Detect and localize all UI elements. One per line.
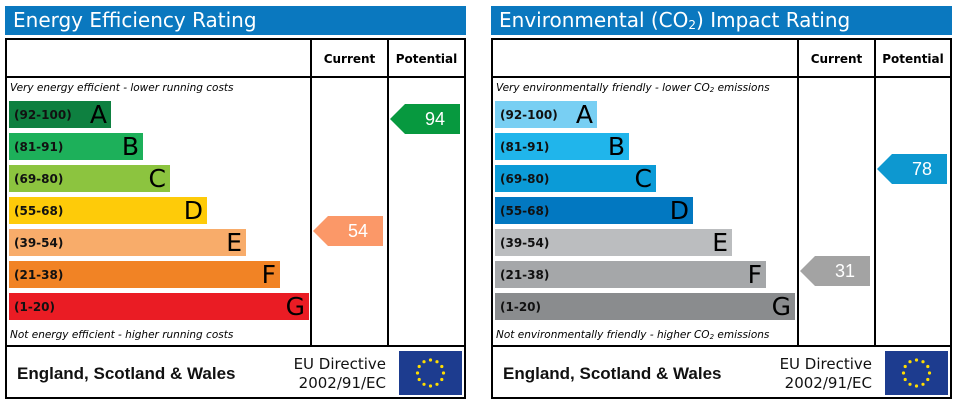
top-note: Very energy efficient - lower running co… xyxy=(10,82,234,94)
eu-directive: EU Directive 2002/91/EC xyxy=(294,355,386,393)
directive-line2: 2002/91/EC xyxy=(298,374,386,392)
arrow-shape-icon xyxy=(800,256,870,286)
arrow-shape-icon xyxy=(313,216,383,246)
band-range: (39-54) xyxy=(500,236,550,250)
band-c: (69-80) C xyxy=(495,164,656,193)
footer-divider xyxy=(7,345,464,347)
energy-efficiency-panel: Energy Efficiency Rating Current Potenti… xyxy=(5,6,466,399)
potential-rating-value: 78 xyxy=(911,159,933,179)
band-letter: A xyxy=(89,100,107,129)
potential-column-header: Potential xyxy=(882,52,944,66)
environmental-impact-panel: Environmental (CO2) Impact Rating Curren… xyxy=(491,6,952,399)
directive-line2: 2002/91/EC xyxy=(784,374,872,392)
current-rating-arrow: 54 xyxy=(313,216,383,246)
potential-rating-value: 94 xyxy=(424,109,446,129)
environment-title: Environmental (CO2) Impact Rating xyxy=(491,6,952,35)
band-a: (92-100) A xyxy=(495,100,597,129)
band-letter: B xyxy=(121,132,139,161)
current-rating-arrow: 31 xyxy=(800,256,870,286)
band-d: (55-68) D xyxy=(495,196,693,225)
band-b: (81-91) B xyxy=(9,132,143,161)
band-g: (1-20) G xyxy=(495,292,795,321)
header-divider xyxy=(493,76,950,78)
band-g: (1-20) G xyxy=(9,292,309,321)
band-e: (39-54) E xyxy=(9,228,246,257)
header-divider xyxy=(7,76,464,78)
arrow-shape-icon xyxy=(390,104,460,134)
band-range: (69-80) xyxy=(500,172,550,186)
current-rating-value: 54 xyxy=(347,221,369,241)
eu-directive: EU Directive 2002/91/EC xyxy=(780,355,872,393)
eu-flag-icon xyxy=(885,351,948,395)
band-range: (39-54) xyxy=(14,236,64,250)
bottom-note: Not environmentally friendly - higher CO… xyxy=(496,329,770,341)
directive-line1: EU Directive xyxy=(293,355,386,373)
band-letter: B xyxy=(607,132,625,161)
eu-flag-icon xyxy=(399,351,462,395)
column-divider xyxy=(310,40,312,345)
band-range: (21-38) xyxy=(500,268,550,282)
band-range: (55-68) xyxy=(500,204,550,218)
energy-title: Energy Efficiency Rating xyxy=(5,6,466,35)
column-divider xyxy=(874,40,876,345)
band-letter: C xyxy=(634,164,652,193)
band-range: (1-20) xyxy=(500,300,541,314)
band-a: (92-100) A xyxy=(9,100,111,129)
band-range: (1-20) xyxy=(14,300,55,314)
arrow-shape-icon xyxy=(877,154,947,184)
current-rating-value: 31 xyxy=(834,261,856,281)
band-c: (69-80) C xyxy=(9,164,170,193)
band-range: (92-100) xyxy=(500,108,558,122)
directive-line1: EU Directive xyxy=(779,355,872,373)
band-letter: C xyxy=(148,164,166,193)
region-label: England, Scotland & Wales xyxy=(503,364,722,383)
column-divider xyxy=(387,40,389,345)
band-range: (55-68) xyxy=(14,204,64,218)
current-column-header: Current xyxy=(810,52,863,66)
band-letter: G xyxy=(285,292,305,321)
band-range: (21-38) xyxy=(14,268,64,282)
band-f: (21-38) F xyxy=(495,260,766,289)
environment-table: Current Potential Very environmentally f… xyxy=(491,38,952,399)
top-note: Very environmentally friendly - lower CO… xyxy=(496,82,770,94)
band-letter: G xyxy=(771,292,791,321)
region-label: England, Scotland & Wales xyxy=(17,364,236,383)
band-letter: D xyxy=(669,196,689,225)
current-column-header: Current xyxy=(323,52,376,66)
band-d: (55-68) D xyxy=(9,196,207,225)
band-range: (81-91) xyxy=(14,140,64,154)
band-e: (39-54) E xyxy=(495,228,732,257)
potential-rating-arrow: 78 xyxy=(877,154,947,184)
column-divider xyxy=(797,40,799,345)
potential-rating-arrow: 94 xyxy=(390,104,460,134)
band-range: (92-100) xyxy=(14,108,72,122)
band-letter: F xyxy=(747,260,762,289)
band-f: (21-38) F xyxy=(9,260,280,289)
band-range: (69-80) xyxy=(14,172,64,186)
potential-column-header: Potential xyxy=(395,52,458,66)
band-letter: E xyxy=(712,228,728,257)
energy-table: Current Potential Very energy efficient … xyxy=(5,38,466,399)
band-letter: D xyxy=(183,196,203,225)
band-range: (81-91) xyxy=(500,140,550,154)
band-letter: A xyxy=(575,100,593,129)
footer-divider xyxy=(493,345,950,347)
band-b: (81-91) B xyxy=(495,132,629,161)
band-letter: F xyxy=(261,260,276,289)
bottom-note: Not energy efficient - higher running co… xyxy=(10,329,234,341)
band-letter: E xyxy=(226,228,242,257)
